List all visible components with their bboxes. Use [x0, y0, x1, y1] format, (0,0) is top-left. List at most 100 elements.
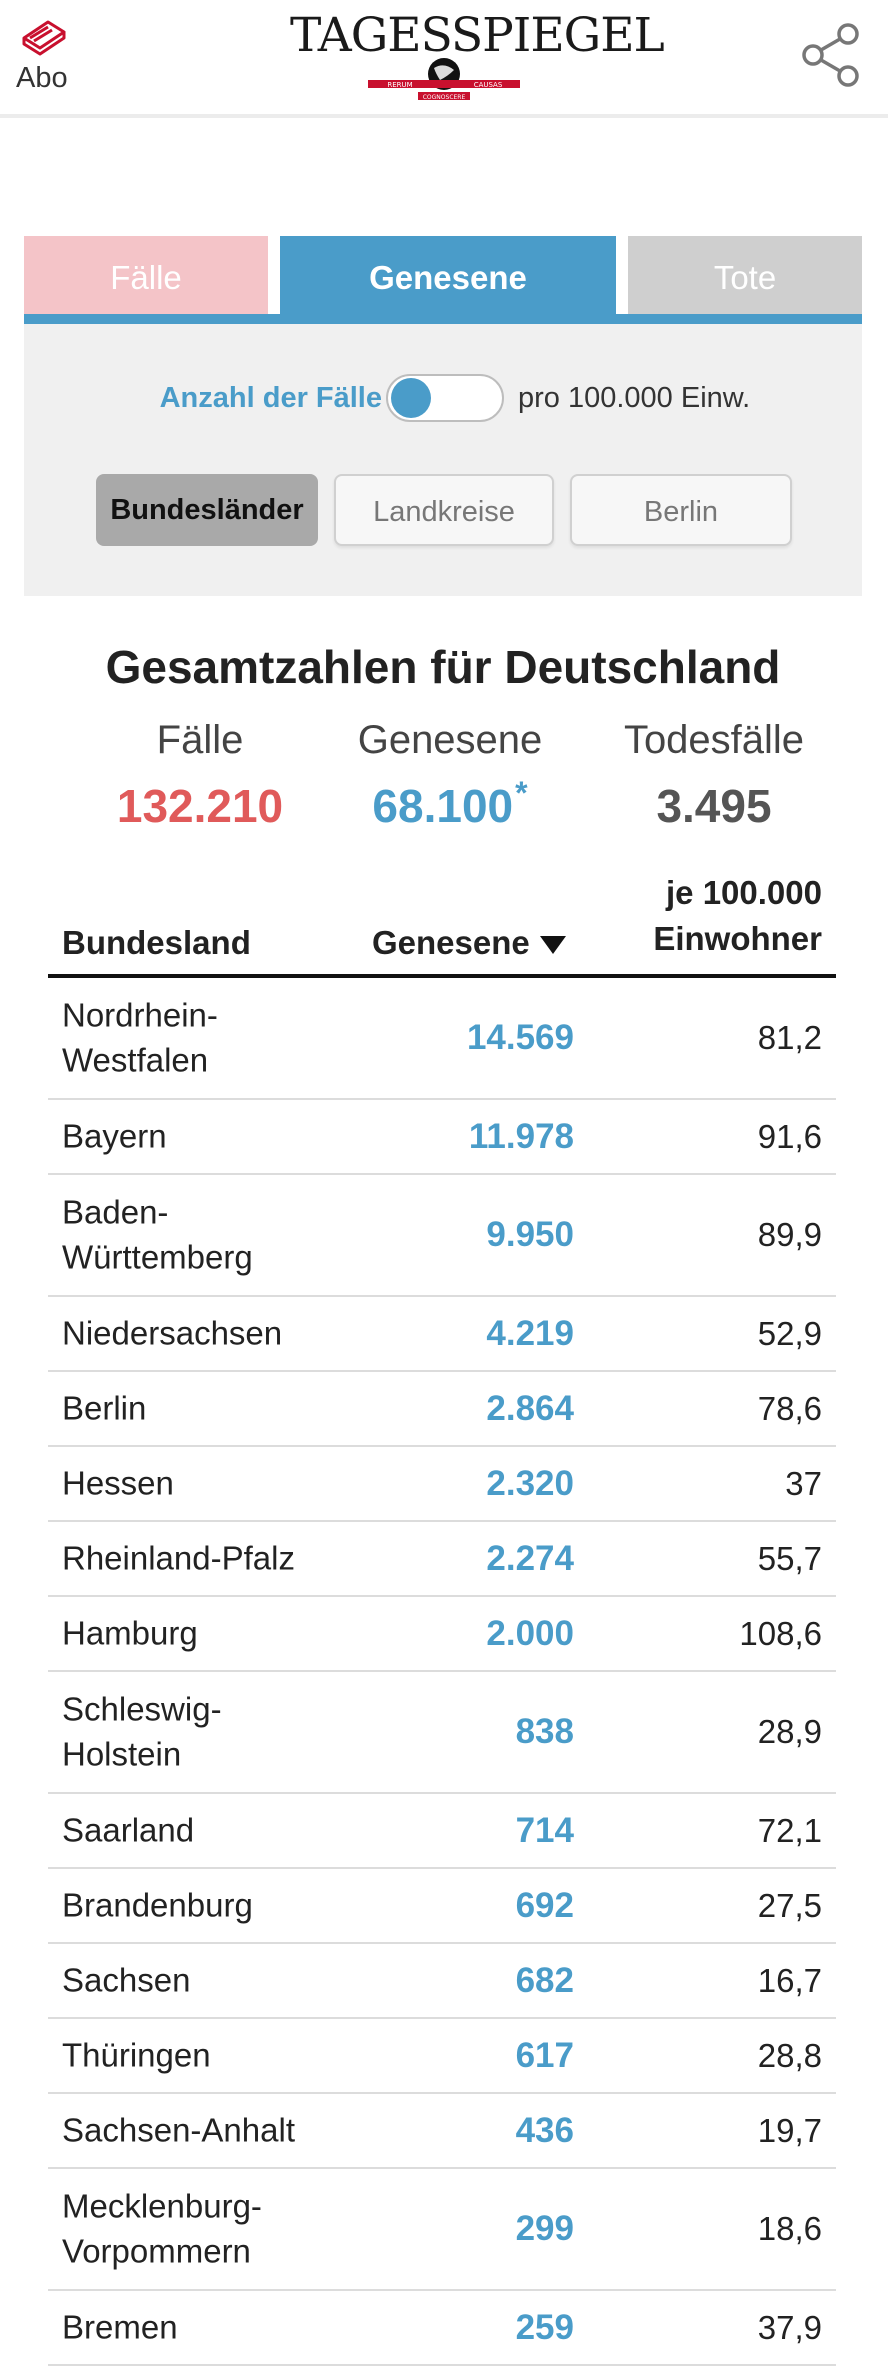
- abo-button[interactable]: Abo: [16, 14, 80, 93]
- table-header: Bundesland Genesene je 100.000 Einwohner: [48, 866, 836, 978]
- cell-bundesland: Baden- Württemberg: [62, 1190, 382, 1279]
- cell-bundesland: Hamburg: [62, 1611, 382, 1656]
- cell-genesene: 714: [515, 1810, 574, 1850]
- cell-genesene: 14.569: [466, 1018, 574, 1057]
- total-genesene-value: 68.100: [372, 780, 514, 832]
- tab-tote[interactable]: Tote: [628, 236, 862, 314]
- cell-bundesland: Rheinland-Pfalz: [62, 1536, 382, 1581]
- table-row: Sachsen 682 16,7: [48, 1944, 836, 2019]
- cell-bundesland-line1: Baden-: [62, 1193, 169, 1231]
- table-body: Nordrhein- Westfalen 14.569 81,2 Bayern 11.97…: [48, 978, 836, 2366]
- sort-descending-icon: [539, 936, 566, 955]
- total-genesene-label: Genesene: [357, 718, 543, 762]
- cell-genesene: 682: [515, 1960, 574, 2000]
- cell-bundesland: Schleswig- Holstein: [62, 1687, 382, 1776]
- cell-per-100k: 37,9: [757, 2308, 822, 2346]
- control-panel: Anzahl der Fälle pro 100.000 Einw. Bunde…: [24, 324, 862, 596]
- table-row: Berlin 2.864 78,6: [48, 1372, 836, 1447]
- cell-per-100k: 18,6: [757, 2210, 822, 2247]
- total-genesene: Genesene 68.100*: [320, 718, 580, 833]
- cell-bundesland-line1: Rheinland-Pfalz: [62, 1539, 295, 1577]
- cell-bundesland-line1: Mecklenburg-: [62, 2187, 262, 2225]
- table-row: Mecklenburg- Vorpommern 299 18,6: [48, 2169, 836, 2291]
- cell-bundesland-line1: Hamburg: [62, 1614, 198, 1652]
- table-row: Saarland 714 72,1: [48, 1794, 836, 1869]
- column-header-genesene[interactable]: Genesene: [372, 924, 566, 962]
- totals-summary: Fälle 132.210 Genesene 68.100* Todesfäll…: [24, 718, 862, 838]
- cell-bundesland-line1: Nordrhein-: [62, 996, 218, 1034]
- total-tote-value: 3.495: [656, 780, 772, 832]
- table-row: Baden- Württemberg 9.950 89,9: [48, 1175, 836, 1297]
- segment-bundeslaender[interactable]: Bundesländer: [96, 474, 318, 546]
- cell-per-100k: 81,2: [757, 1019, 822, 1056]
- table-row: Nordrhein- Westfalen 14.569 81,2: [48, 978, 836, 1100]
- segment-landkreise[interactable]: Landkreise: [334, 474, 554, 546]
- toggle-label-per-capita[interactable]: pro 100.000 Einw.: [518, 382, 751, 414]
- logo-badge-left: RERUM: [387, 81, 412, 89]
- column-header-per-100k-line2: Einwohner: [653, 919, 822, 957]
- total-tote-label: Todesfälle: [623, 718, 805, 762]
- cell-per-100k: 108,6: [739, 1614, 822, 1652]
- toggle-label-absolute[interactable]: Anzahl der Fälle: [159, 382, 382, 414]
- tab-genesene[interactable]: Genesene: [280, 236, 616, 314]
- tab-faelle[interactable]: Fälle: [24, 236, 268, 314]
- cell-bundesland-line1: Bayern: [62, 1117, 167, 1155]
- cell-genesene: 259: [515, 2307, 574, 2347]
- cell-bundesland-line2: Vorpommern: [62, 2232, 251, 2269]
- table-row: Brandenburg 692 27,5: [48, 1869, 836, 1944]
- table-row: Niedersachsen 4.219 52,9: [48, 1297, 836, 1372]
- cell-bundesland: Bremen: [62, 2305, 382, 2350]
- cell-bundesland-line1: Thüringen: [62, 2036, 211, 2074]
- cell-bundesland: Berlin: [62, 1386, 382, 1431]
- footnote-marker[interactable]: *: [515, 775, 528, 811]
- table-row: Hamburg 2.000 108,6: [48, 1597, 836, 1672]
- cell-per-100k: 55,7: [757, 1539, 822, 1577]
- cell-bundesland: Hessen: [62, 1461, 382, 1506]
- logo-wordmark: TAGESSPIEGEL: [290, 8, 665, 63]
- cell-genesene: 436: [515, 2110, 574, 2150]
- cell-per-100k: 52,9: [757, 1314, 822, 1352]
- cell-genesene: 617: [515, 2035, 574, 2075]
- total-faelle-value: 132.210: [116, 780, 284, 832]
- metric-tabs: Fälle Genesene Tote: [24, 236, 862, 324]
- cell-per-100k: 72,1: [757, 1811, 822, 1849]
- column-header-bundesland[interactable]: Bundesland: [62, 924, 251, 961]
- cell-genesene: 2.274: [486, 1538, 574, 1578]
- cell-genesene: 692: [515, 1885, 574, 1925]
- cell-genesene: 4.219: [486, 1313, 574, 1353]
- cell-bundesland-line2: Württemberg: [62, 1238, 253, 1275]
- share-button[interactable]: [800, 22, 862, 93]
- totals-title: Gesamtzahlen für Deutschland: [105, 641, 781, 693]
- table-row: Bayern 11.978 91,6: [48, 1100, 836, 1175]
- table-row: Bremen 259 37,9: [48, 2291, 836, 2366]
- switch-knob: [391, 378, 431, 418]
- cell-bundesland-line1: Brandenburg: [62, 1886, 253, 1924]
- cell-per-100k: 89,9: [757, 1216, 822, 1253]
- cell-per-100k: 28,8: [757, 2036, 822, 2074]
- cell-per-100k: 19,7: [757, 2111, 822, 2149]
- cell-genesene: 11.978: [468, 1116, 574, 1156]
- cell-per-100k: 28,9: [757, 1713, 822, 1750]
- cell-bundesland: Nordrhein- Westfalen: [62, 993, 382, 1082]
- total-faelle: Fälle 132.210: [70, 718, 330, 833]
- cell-bundesland-line1: Hessen: [62, 1464, 174, 1502]
- cell-genesene: 2.000: [486, 1613, 574, 1653]
- cell-bundesland: Thüringen: [62, 2033, 382, 2078]
- cell-genesene: 2.864: [486, 1388, 574, 1428]
- cell-bundesland-line1: Berlin: [62, 1389, 147, 1427]
- column-header-per-100k[interactable]: je 100.000 Einwohner: [653, 870, 822, 962]
- cell-bundesland: Brandenburg: [62, 1883, 382, 1928]
- cell-genesene: 838: [515, 1712, 574, 1751]
- table-row: Rheinland-Pfalz 2.274 55,7: [48, 1522, 836, 1597]
- column-header-per-100k-line1: je 100.000: [666, 873, 822, 911]
- top-bar: Abo TAGESSPIEGEL RERUM CAUSAS COGNOSCERE: [0, 0, 888, 118]
- table-row: Hessen 2.320 37: [48, 1447, 836, 1522]
- share-icon: [802, 23, 859, 87]
- total-tote: Todesfälle 3.495: [584, 718, 844, 833]
- cell-bundesland-line1: Sachsen: [62, 1961, 191, 1999]
- cell-per-100k: 37: [785, 1464, 822, 1502]
- table-row: Schleswig- Holstein 838 28,9: [48, 1672, 836, 1794]
- tagesspiegel-logo[interactable]: TAGESSPIEGEL RERUM CAUSAS COGNOSCERE: [290, 8, 665, 101]
- segment-berlin[interactable]: Berlin: [570, 474, 792, 546]
- display-mode-switch[interactable]: [386, 374, 504, 422]
